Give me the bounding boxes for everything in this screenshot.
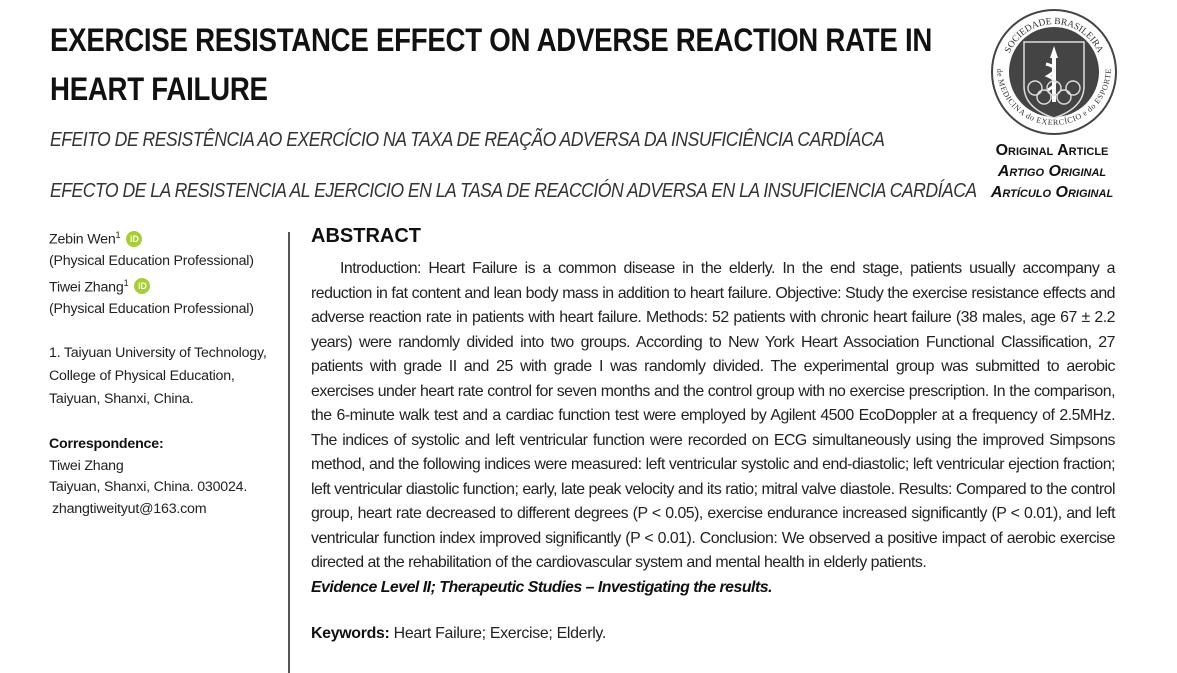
affiliation-line: Taiyuan, Shanxi, China. <box>49 391 194 408</box>
subtitle-portuguese: EFEITO DE RESISTÊNCIA AO EXERCÍCIO NA TA… <box>50 128 885 151</box>
keywords-label: Keywords: <box>311 625 390 642</box>
keywords: Keywords: Heart Failure; Exercise; Elder… <box>311 622 1115 647</box>
correspondence-line: Taiyuan, Shanxi, China. 030024. <box>49 479 248 496</box>
affiliation-line: 1. Taiyuan University of Technology, <box>49 345 267 362</box>
correspondence-line: Tiwei Zhang <box>49 457 124 474</box>
article-type-en: Original Article <box>995 142 1109 159</box>
column-divider <box>288 232 290 673</box>
subtitle-spanish: EFECTO DE LA RESISTENCIA AL EJERCICIO EN… <box>50 179 977 202</box>
article-title: EXERCISE RESISTANCE EFFECT ON ADVERSE RE… <box>50 22 933 107</box>
correspondence-email[interactable]: zhangtiweityut@163.com <box>52 500 207 517</box>
article-type-pt: Artigo Original <box>997 163 1107 180</box>
author-info: Zebin Wen1 iD (Physical Education Profess… <box>49 225 289 520</box>
article-type: Original Article Artigo Original Artícul… <box>982 140 1122 203</box>
orcid-icon[interactable]: iD <box>126 230 143 247</box>
abstract-text: Introduction: Heart Failure is a common … <box>311 260 1116 571</box>
evidence-level: Evidence Level II; Therapeutic Studies –… <box>311 578 773 596</box>
abstract-heading: ABSTRACT <box>311 225 421 247</box>
author-role: (Physical Education Professional) <box>49 253 254 270</box>
author-name: Tiwei Zhang1 iD <box>49 273 289 299</box>
orcid-icon[interactable]: iD <box>134 278 151 295</box>
author-name: Zebin Wen1 iD <box>49 225 289 251</box>
society-logo: SOCIEDADE BRASILEIRA de MEDICINA do EXER… <box>991 9 1117 135</box>
keywords-text: Heart Failure; Exercise; Elderly. <box>393 625 607 642</box>
abstract-body: Introduction: Heart Failure is a common … <box>311 257 1116 647</box>
author-role: (Physical Education Professional) <box>49 300 254 317</box>
article-type-es: Artículo Original <box>990 184 1114 201</box>
correspondence-label: Correspondence: <box>49 436 164 453</box>
affiliation-line: College of Physical Education, <box>49 368 235 385</box>
